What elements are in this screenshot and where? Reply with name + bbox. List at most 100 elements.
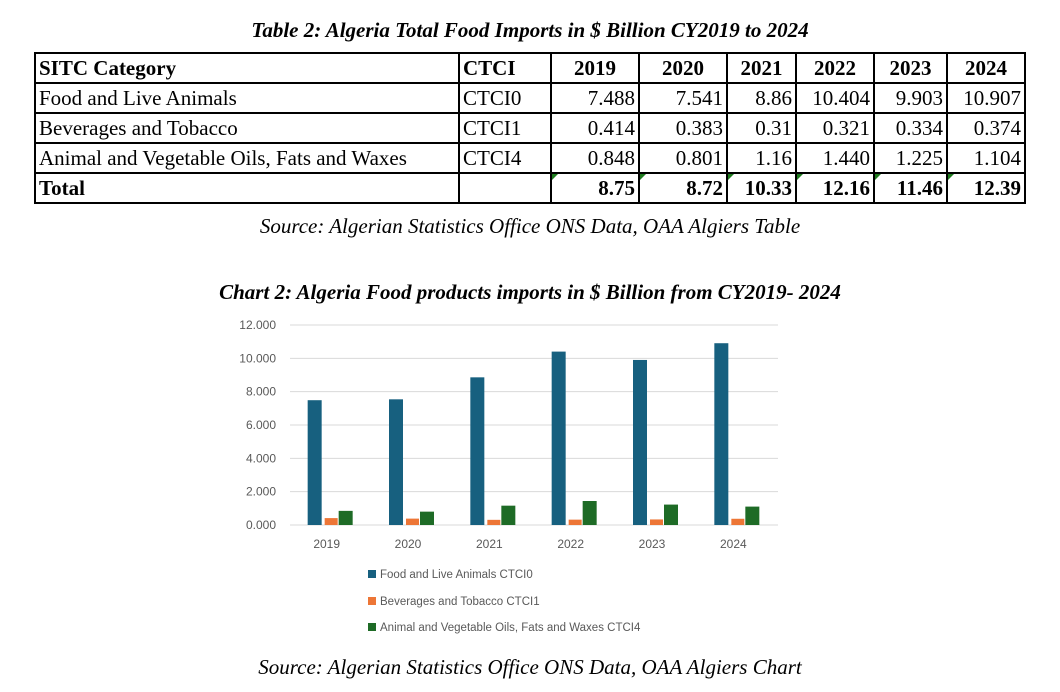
imports-table: SITC Category CTCI 2019 2020 2021 2022 2… xyxy=(34,52,1026,204)
header-year: 2019 xyxy=(550,52,640,84)
header-year: 2020 xyxy=(638,52,728,84)
bar xyxy=(470,377,485,525)
x-tick-label: 2019 xyxy=(313,537,340,550)
total-code xyxy=(458,172,552,204)
row-value: 1.225 xyxy=(873,142,948,174)
total-value: 12.39 xyxy=(946,172,1026,204)
table-row: Animal and Vegetable Oils, Fats and Waxe… xyxy=(34,142,1026,174)
row-category: Beverages and Tobacco xyxy=(34,112,460,144)
total-label: Total xyxy=(34,172,460,204)
bar xyxy=(714,343,729,525)
formula-flag-icon xyxy=(728,174,734,180)
bar xyxy=(650,519,663,525)
row-value: 9.903 xyxy=(873,82,948,114)
x-tick-label: 2023 xyxy=(639,537,666,550)
total-value-text: 12.39 xyxy=(973,176,1021,200)
table-title: Table 2: Algeria Total Food Imports in $… xyxy=(251,18,809,42)
legend-swatch-icon xyxy=(368,597,376,605)
row-value: 8.86 xyxy=(726,82,797,114)
gridlines xyxy=(290,324,778,526)
bar xyxy=(664,504,678,525)
row-value: 0.383 xyxy=(638,112,728,144)
bar xyxy=(389,399,403,525)
row-value: 1.104 xyxy=(946,142,1026,174)
header-category: SITC Category xyxy=(34,52,460,84)
formula-flag-icon xyxy=(797,174,803,180)
legend-swatch-icon xyxy=(368,570,376,578)
bar xyxy=(406,518,419,525)
row-value: 0.848 xyxy=(550,142,640,174)
legend-label: Animal and Vegetable Oils, Fats and Waxe… xyxy=(380,622,641,634)
row-value: 0.801 xyxy=(638,142,728,174)
header-year: 2024 xyxy=(946,52,1026,84)
row-category: Food and Live Animals xyxy=(34,82,460,114)
formula-flag-icon xyxy=(552,174,558,180)
x-tick-label: 2024 xyxy=(720,537,747,550)
bar xyxy=(731,518,745,525)
legend-item: Animal and Vegetable Oils, Fats and Waxe… xyxy=(368,622,640,634)
row-code: CTCI0 xyxy=(458,82,552,114)
row-value: 0.334 xyxy=(873,112,948,144)
total-value-text: 10.33 xyxy=(744,176,792,200)
bar xyxy=(568,519,582,525)
bar xyxy=(745,506,760,525)
row-value: 7.488 xyxy=(550,82,640,114)
formula-flag-icon xyxy=(875,174,881,180)
y-tick-label: 4.000 xyxy=(246,451,276,465)
row-value: 10.907 xyxy=(946,82,1026,114)
table-row: Food and Live Animals CTCI0 7.488 7.541 … xyxy=(34,82,1026,114)
table-total-row: Total 8.75 8.72 10.33 12.16 11.46 12.39 xyxy=(34,172,1026,204)
bars xyxy=(307,343,760,525)
table-header-row: SITC Category CTCI 2019 2020 2021 2022 2… xyxy=(34,52,1026,84)
header-year: 2021 xyxy=(726,52,797,84)
bar xyxy=(582,501,597,525)
legend-label: Food and Live Animals CTCI0 xyxy=(380,569,533,581)
row-value: 0.31 xyxy=(726,112,797,144)
bar xyxy=(487,519,501,525)
y-tick-label: 6.000 xyxy=(246,418,276,432)
axis-labels: 0.000 2.000 4.000 6.000 8.000 10.000 12.000 201… xyxy=(239,318,747,550)
header-year: 2022 xyxy=(795,52,875,84)
y-tick-label: 8.000 xyxy=(246,385,276,399)
row-value: 10.404 xyxy=(795,82,875,114)
bar xyxy=(420,511,434,525)
header-code: CTCI xyxy=(458,52,552,84)
row-value: 0.321 xyxy=(795,112,875,144)
x-tick-label: 2020 xyxy=(395,537,422,550)
y-tick-label: 12.000 xyxy=(239,318,276,332)
bar xyxy=(551,351,566,525)
header-year: 2023 xyxy=(873,52,948,84)
x-tick-label: 2021 xyxy=(476,537,503,550)
chart-title: Chart 2: Algeria Food products imports i… xyxy=(219,280,841,304)
bar xyxy=(338,510,353,525)
x-tick-label: 2022 xyxy=(557,537,584,550)
total-value: 8.75 xyxy=(550,172,640,204)
row-value: 1.440 xyxy=(795,142,875,174)
bar xyxy=(501,505,516,525)
total-value-text: 12.16 xyxy=(822,176,870,200)
total-value-text: 8.72 xyxy=(686,176,723,200)
row-code: CTCI1 xyxy=(458,112,552,144)
total-value: 8.72 xyxy=(638,172,728,204)
bar xyxy=(324,518,338,525)
total-value: 10.33 xyxy=(726,172,797,204)
bar-chart: 0.000 2.000 4.000 6.000 8.000 10.000 12.000 201… xyxy=(239,318,778,550)
y-tick-label: 10.000 xyxy=(239,351,276,365)
row-value: 1.16 xyxy=(726,142,797,174)
total-value: 11.46 xyxy=(873,172,948,204)
legend-item: Food and Live Animals CTCI0 xyxy=(368,569,533,581)
legend-item: Beverages and Tobacco CTCI1 xyxy=(368,596,540,608)
total-value-text: 11.46 xyxy=(896,176,943,200)
bar xyxy=(633,359,647,525)
total-value-text: 8.75 xyxy=(598,176,635,200)
row-value: 0.414 xyxy=(550,112,640,144)
y-tick-label: 0.000 xyxy=(246,518,276,532)
bar xyxy=(307,400,322,525)
legend-label: Beverages and Tobacco CTCI1 xyxy=(380,596,540,608)
legend-swatch-icon xyxy=(368,623,376,631)
formula-flag-icon xyxy=(640,174,646,180)
total-value: 12.16 xyxy=(795,172,875,204)
formula-flag-icon xyxy=(948,174,954,180)
table-row: Beverages and Tobacco CTCI1 0.414 0.383 … xyxy=(34,112,1026,144)
table-source: Source: Algerian Statistics Office ONS D… xyxy=(259,214,801,238)
